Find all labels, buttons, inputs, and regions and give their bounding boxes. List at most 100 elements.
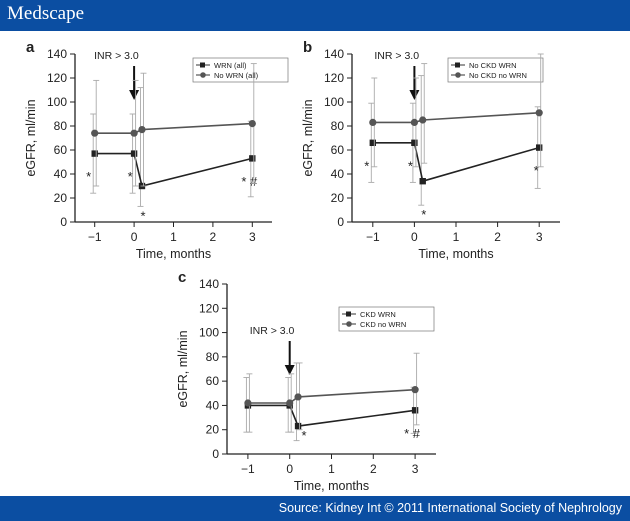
legend-marker bbox=[346, 321, 352, 327]
x-tick-label: 3 bbox=[249, 230, 256, 244]
legend-label: No CKD WRN bbox=[469, 61, 517, 70]
legend-box bbox=[338, 306, 435, 332]
y-tick-label: 40 bbox=[331, 167, 345, 181]
data-point bbox=[294, 393, 302, 401]
x-tick-label: −1 bbox=[366, 230, 380, 244]
inr-annotation: INR > 3.0 bbox=[374, 50, 419, 62]
significance-mark: * bbox=[421, 207, 426, 222]
y-tick-label: 40 bbox=[54, 167, 68, 181]
panel-b: b 0 20 40 60 80 100 120 140 −1 0 1 2 3 Time, months eGF… bbox=[301, 39, 560, 261]
series-line bbox=[94, 152, 253, 187]
source-citation: Source: Kidney Int © 2011 International … bbox=[278, 501, 622, 515]
legend-label: CKD WRN bbox=[360, 310, 396, 319]
data-point bbox=[91, 129, 99, 137]
x-tick-label: 1 bbox=[453, 230, 460, 244]
significance-mark: * bbox=[128, 169, 133, 184]
x-tick-label: 1 bbox=[328, 462, 335, 476]
data-point bbox=[410, 118, 418, 126]
y-tick-label: 40 bbox=[206, 398, 220, 412]
y-tick-label: 120 bbox=[324, 71, 344, 85]
data-point bbox=[419, 116, 427, 124]
data-point bbox=[535, 109, 543, 117]
arrow-head bbox=[129, 90, 140, 100]
x-tick-label: −1 bbox=[88, 230, 102, 244]
x-axis-label: Time, months bbox=[418, 247, 493, 261]
header-bar: Medscape bbox=[0, 0, 630, 31]
y-tick-label: 60 bbox=[331, 143, 345, 157]
footer-bar: Source: Kidney Int © 2011 International … bbox=[0, 496, 630, 521]
series-line bbox=[247, 404, 416, 427]
x-tick-label: 0 bbox=[411, 230, 418, 244]
y-axis-label: eGFR, ml/min bbox=[24, 99, 38, 176]
panel-letter: a bbox=[26, 39, 35, 56]
x-tick-label: 2 bbox=[370, 462, 377, 476]
panel-letter: b bbox=[303, 39, 312, 56]
data-point bbox=[411, 386, 419, 394]
data-point bbox=[244, 399, 252, 407]
legend-label: No WRN (all) bbox=[214, 71, 259, 80]
data-point bbox=[130, 129, 138, 137]
x-tick-label: 3 bbox=[536, 230, 543, 244]
data-point bbox=[138, 126, 146, 134]
data-point bbox=[91, 150, 98, 157]
y-tick-label: 80 bbox=[54, 119, 68, 133]
y-axis-label: eGFR, ml/min bbox=[301, 99, 315, 176]
data-point bbox=[249, 155, 256, 162]
y-tick-label: 140 bbox=[199, 277, 219, 291]
arrow-head bbox=[409, 90, 420, 100]
data-point bbox=[369, 139, 376, 146]
significance-mark: * bbox=[302, 428, 307, 443]
medscape-logo[interactable]: Medscape bbox=[7, 3, 85, 24]
y-tick-label: 120 bbox=[199, 301, 219, 315]
legend-box bbox=[192, 57, 289, 83]
inr-annotation: INR > 3.0 bbox=[94, 50, 139, 62]
y-tick-label: 20 bbox=[331, 191, 345, 205]
significance-mark: * # bbox=[404, 426, 421, 441]
panel-a: a 0 20 40 60 80 100 120 140 −1 0 1 2 3 Time, months eGF… bbox=[24, 39, 289, 261]
significance-mark: * bbox=[140, 208, 145, 223]
y-tick-label: 100 bbox=[324, 95, 344, 109]
legend-marker bbox=[346, 311, 351, 317]
data-point bbox=[130, 150, 138, 157]
panel-c: c 0 20 40 60 80 100 120 140 −1 0 1 2 3 Time, months eGF… bbox=[176, 269, 436, 493]
series-line bbox=[247, 388, 416, 404]
series-line bbox=[94, 122, 253, 134]
data-point bbox=[411, 139, 418, 146]
y-tick-label: 100 bbox=[199, 326, 219, 340]
y-tick-label: 80 bbox=[206, 350, 220, 364]
y-tick-label: 0 bbox=[60, 215, 67, 229]
legend-box bbox=[447, 57, 544, 83]
significance-mark: * bbox=[364, 158, 369, 173]
significance-mark: * bbox=[534, 163, 539, 178]
data-point bbox=[411, 407, 419, 414]
x-axis-label: Time, months bbox=[136, 247, 211, 261]
y-tick-label: 120 bbox=[47, 71, 67, 85]
x-tick-label: 2 bbox=[210, 230, 217, 244]
y-tick-label: 20 bbox=[206, 423, 220, 437]
arrow-head bbox=[284, 365, 295, 375]
x-tick-label: 1 bbox=[170, 230, 177, 244]
y-tick-label: 60 bbox=[206, 374, 220, 388]
series-line bbox=[372, 142, 540, 183]
legend-marker bbox=[200, 62, 205, 68]
y-axis-label: eGFR, ml/min bbox=[176, 330, 190, 407]
x-tick-label: 0 bbox=[131, 230, 138, 244]
data-point bbox=[248, 120, 256, 128]
x-tick-label: −1 bbox=[241, 462, 255, 476]
data-point bbox=[294, 422, 302, 430]
y-tick-label: 140 bbox=[47, 47, 67, 61]
series-line bbox=[372, 112, 540, 124]
x-tick-label: 0 bbox=[286, 462, 293, 476]
y-tick-label: 0 bbox=[212, 447, 219, 461]
y-tick-label: 100 bbox=[47, 95, 67, 109]
data-point bbox=[286, 399, 294, 407]
legend-marker bbox=[200, 72, 206, 78]
legend-marker bbox=[455, 72, 461, 78]
significance-mark: * bbox=[408, 158, 413, 173]
significance-mark: * bbox=[86, 169, 91, 184]
legend-label: WRN (all) bbox=[214, 61, 247, 70]
data-point bbox=[419, 178, 426, 185]
y-tick-label: 140 bbox=[324, 47, 344, 61]
data-point bbox=[536, 144, 543, 151]
